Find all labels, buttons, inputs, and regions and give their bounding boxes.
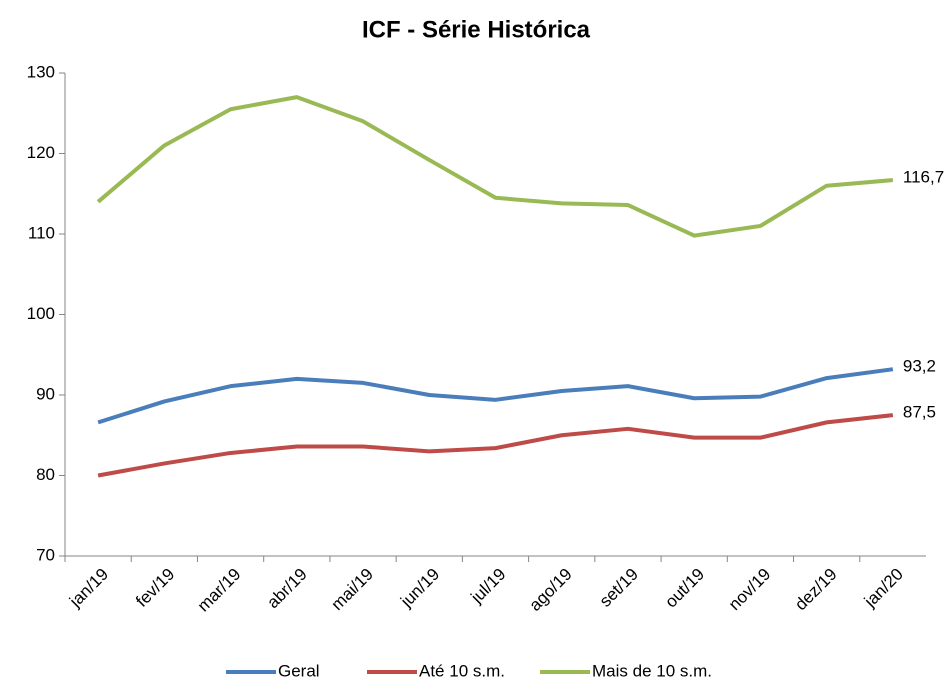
- legend-label: Até 10 s.m.: [419, 661, 505, 680]
- x-tick-label: jan/19: [65, 565, 112, 612]
- data-label: 116,7: [903, 168, 944, 187]
- series-line: [97, 413, 894, 478]
- chart-title: ICF - Série Histórica: [362, 16, 591, 43]
- series-line: [97, 367, 894, 425]
- y-tick-label: 110: [28, 223, 55, 242]
- legend-label: Mais de 10 s.m.: [592, 661, 712, 680]
- x-tick-label: jun/19: [396, 565, 443, 612]
- y-tick-label: 80: [36, 465, 55, 484]
- y-tick-label: 90: [36, 384, 55, 403]
- x-tick-label: mai/19: [328, 565, 378, 615]
- x-tick-label: abr/19: [263, 565, 311, 613]
- y-tick-label: 70: [36, 545, 55, 564]
- x-tick-label: jan/20: [860, 565, 907, 612]
- x-tick-label: jul/19: [467, 565, 510, 608]
- x-tick-label: mar/19: [194, 565, 245, 616]
- data-label: 93,2: [903, 357, 936, 376]
- legend-label: Geral: [278, 661, 320, 680]
- data-label: 87,5: [903, 403, 936, 422]
- x-tick-label: fev/19: [132, 565, 178, 611]
- y-tick-label: 130: [27, 62, 55, 81]
- x-tick-label: dez/19: [791, 565, 841, 615]
- y-tick-label: 120: [27, 143, 55, 162]
- x-tick-label: ago/19: [526, 565, 576, 615]
- x-tick-label: nov/19: [725, 565, 775, 615]
- x-tick-label: set/19: [596, 565, 642, 611]
- y-tick-label: 100: [27, 304, 55, 323]
- x-tick-label: out/19: [661, 565, 708, 612]
- series-line: [96, 95, 894, 238]
